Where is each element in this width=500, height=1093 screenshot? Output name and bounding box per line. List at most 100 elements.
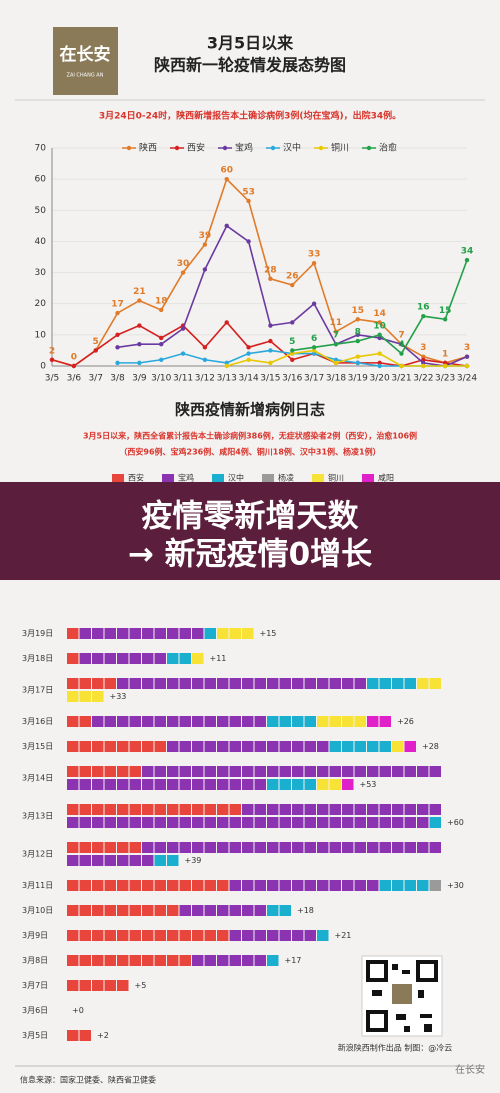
block bbox=[329, 817, 341, 828]
data-label: 15 bbox=[352, 306, 365, 316]
segment bbox=[217, 628, 254, 639]
block bbox=[142, 741, 154, 752]
point bbox=[224, 176, 229, 182]
point bbox=[421, 360, 426, 366]
point bbox=[180, 351, 186, 356]
segment bbox=[429, 880, 441, 891]
block bbox=[354, 741, 366, 752]
block bbox=[192, 779, 204, 790]
block bbox=[342, 716, 354, 727]
block bbox=[129, 779, 141, 790]
block bbox=[217, 930, 229, 941]
block bbox=[292, 880, 304, 891]
data-label: 21 bbox=[133, 287, 146, 297]
block bbox=[317, 817, 329, 828]
title: 3月5日以来 bbox=[207, 34, 294, 53]
x-tick-label: 3/9 bbox=[132, 374, 147, 384]
point bbox=[421, 313, 426, 319]
block bbox=[92, 880, 104, 891]
point bbox=[93, 348, 98, 353]
data-label: 26 bbox=[286, 272, 299, 282]
block bbox=[242, 880, 254, 891]
block bbox=[417, 842, 429, 853]
block bbox=[67, 842, 79, 853]
block bbox=[379, 817, 391, 828]
data-label: 5 bbox=[93, 337, 99, 347]
block bbox=[129, 628, 141, 639]
total-label: +33 bbox=[110, 692, 127, 701]
block bbox=[229, 817, 241, 828]
block bbox=[292, 741, 304, 752]
block bbox=[367, 817, 379, 828]
block bbox=[404, 678, 416, 689]
point bbox=[290, 320, 295, 325]
block bbox=[79, 880, 91, 891]
block bbox=[67, 980, 79, 991]
block bbox=[92, 955, 104, 966]
block bbox=[304, 678, 316, 689]
block bbox=[392, 741, 404, 752]
block bbox=[304, 779, 316, 790]
block bbox=[179, 880, 191, 891]
data-label: 0 bbox=[71, 353, 77, 363]
segment bbox=[67, 804, 441, 828]
block bbox=[317, 766, 329, 777]
block bbox=[342, 842, 354, 853]
block bbox=[342, 880, 354, 891]
x-tick-label: 3/19 bbox=[348, 374, 368, 384]
block bbox=[204, 716, 216, 727]
block bbox=[79, 930, 91, 941]
block bbox=[392, 842, 404, 853]
block bbox=[179, 741, 191, 752]
point bbox=[159, 335, 164, 341]
block bbox=[267, 930, 279, 941]
point bbox=[464, 257, 470, 263]
y-tick-label: 0 bbox=[40, 362, 46, 372]
block bbox=[117, 779, 129, 790]
point bbox=[464, 354, 470, 359]
point bbox=[268, 348, 273, 353]
block bbox=[267, 804, 279, 815]
data-label: 60 bbox=[220, 166, 233, 176]
block bbox=[167, 628, 179, 639]
block bbox=[104, 842, 116, 853]
block bbox=[142, 955, 154, 966]
block bbox=[242, 842, 254, 853]
block bbox=[142, 930, 154, 941]
block bbox=[342, 817, 354, 828]
block bbox=[167, 880, 179, 891]
block bbox=[267, 955, 279, 966]
block bbox=[129, 766, 141, 777]
credit: 新浪陕西制作出品 制图：@冷云 bbox=[338, 1043, 453, 1053]
legend-swatch bbox=[262, 474, 274, 482]
point bbox=[224, 223, 229, 229]
block bbox=[317, 930, 329, 941]
block bbox=[317, 804, 329, 815]
block bbox=[404, 817, 416, 828]
block bbox=[367, 678, 379, 689]
block bbox=[167, 855, 179, 866]
block bbox=[279, 842, 291, 853]
point bbox=[137, 360, 142, 366]
logo-box bbox=[53, 27, 118, 95]
block bbox=[379, 880, 391, 891]
block bbox=[279, 804, 291, 815]
block bbox=[279, 766, 291, 777]
block bbox=[79, 955, 91, 966]
point bbox=[421, 363, 426, 369]
block bbox=[179, 716, 191, 727]
date-label: 3月8日 bbox=[22, 956, 48, 965]
block bbox=[229, 955, 241, 966]
block bbox=[192, 741, 204, 752]
block bbox=[392, 817, 404, 828]
legend-swatch bbox=[312, 474, 324, 482]
block bbox=[292, 678, 304, 689]
block bbox=[292, 766, 304, 777]
block bbox=[154, 880, 166, 891]
point bbox=[202, 357, 208, 362]
segment bbox=[179, 905, 266, 916]
block bbox=[417, 678, 429, 689]
block bbox=[179, 930, 191, 941]
total-label: +21 bbox=[335, 931, 352, 940]
